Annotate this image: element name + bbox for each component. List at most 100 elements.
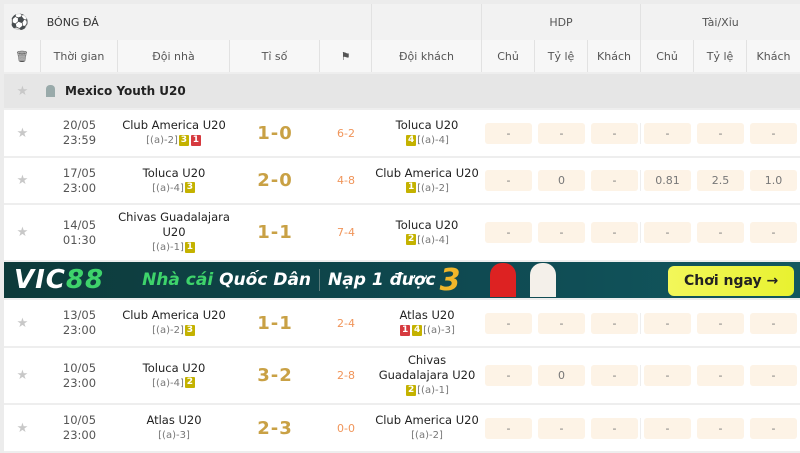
soccer-ball-icon: ⚽	[10, 13, 29, 31]
col-hdp-away: Khách	[588, 40, 641, 72]
match-row[interactable]: ★ 14/05 01:30 Chivas Guadalajara U20 [(a)-…	[4, 205, 800, 262]
odds-cell[interactable]: -	[485, 417, 532, 439]
league-name: Mexico Youth U20	[65, 84, 186, 98]
card-badge: 2	[406, 234, 417, 245]
odds-cell[interactable]: -	[644, 417, 691, 439]
odds-cell[interactable]: -	[697, 417, 744, 439]
odds-cell[interactable]: 0	[538, 170, 585, 191]
star-icon[interactable]: ★	[16, 420, 29, 436]
match-date: 20/05	[62, 118, 97, 132]
match-row[interactable]: ★ 20/05 23:59 Club America U20 [(a)-2] 3 1 1…	[4, 110, 800, 158]
corner-score: 2-8	[337, 369, 355, 382]
match-score[interactable]: 1-1	[257, 312, 293, 334]
odds-cell[interactable]: -	[750, 417, 797, 439]
model-image	[530, 263, 557, 297]
star-icon[interactable]: ★	[16, 368, 29, 383]
match-time: 23:00	[62, 375, 97, 390]
home-rank: [(a)-3]	[158, 430, 190, 441]
star-icon[interactable]: ★	[16, 173, 29, 188]
odds-cell[interactable]: 1.0	[750, 170, 797, 191]
away-team[interactable]: Toluca U20	[395, 217, 459, 232]
corner-score: 4-8	[337, 174, 355, 187]
odds-cell[interactable]: -	[750, 365, 797, 386]
away-rank: [(a)-4]	[417, 234, 449, 246]
match-row[interactable]: ★ 17/05 23:00 Toluca U20 [(a)-4] 3 2-0 4-8 …	[4, 158, 800, 205]
away-rank: [(a)-2]	[411, 430, 443, 441]
match-score[interactable]: 3-2	[257, 365, 293, 386]
odds-cell[interactable]: -	[697, 365, 744, 386]
trash-icon[interactable]: 🗑	[4, 40, 41, 72]
card-badge: 3	[178, 134, 189, 146]
odds-cell[interactable]: -	[697, 312, 744, 334]
ad-banner[interactable]: VIC88 Nhà cái Quốc Dân Nạp 1 được 3 Chơi…	[4, 262, 800, 300]
odds-cell[interactable]: -	[485, 122, 532, 144]
away-team[interactable]: Atlas U20	[399, 308, 455, 322]
odds-cell[interactable]: 2.5	[697, 170, 744, 191]
home-team[interactable]: Chivas Guadalajara U20	[118, 210, 230, 239]
star-icon[interactable]: ★	[16, 315, 29, 331]
card-badge: 4	[412, 324, 423, 336]
col-home: Đội nhà	[118, 40, 230, 72]
odds-cell[interactable]: -	[538, 417, 585, 439]
odds-cell[interactable]: -	[750, 122, 797, 144]
odds-cell[interactable]: -	[485, 312, 532, 334]
odds-cell[interactable]: -	[591, 312, 638, 334]
match-row[interactable]: ★ 10/05 23:00 Toluca U20 [(a)-4] 2 3-2 2-8 …	[4, 348, 800, 405]
home-team[interactable]: Atlas U20	[146, 413, 202, 427]
odds-cell[interactable]: -	[644, 122, 691, 144]
odds-cell[interactable]: -	[591, 170, 638, 191]
odds-cell[interactable]: 0.81	[644, 170, 691, 191]
odds-cell[interactable]: -	[591, 222, 638, 243]
home-team[interactable]: Club America U20	[122, 118, 226, 132]
odds-cell[interactable]: -	[591, 417, 638, 439]
odds-cell[interactable]: -	[750, 312, 797, 334]
match-score[interactable]: 1-0	[257, 122, 293, 144]
match-score[interactable]: 2-3	[257, 417, 293, 439]
odds-cell[interactable]: -	[644, 365, 691, 386]
match-date: 13/05	[62, 308, 97, 322]
star-icon[interactable]: ★	[16, 125, 29, 141]
away-rank: [(a)-1]	[417, 385, 449, 396]
match-score[interactable]: 2-0	[257, 170, 293, 191]
corner-score: 7-4	[337, 226, 355, 239]
odds-cell[interactable]: -	[697, 222, 744, 243]
away-team[interactable]: Chivas Guadalajara U20	[378, 353, 476, 382]
odds-cell[interactable]: -	[538, 222, 585, 243]
odds-cell[interactable]: -	[538, 122, 585, 144]
card-badge: 2	[184, 377, 195, 388]
col-time: Thời gian	[41, 40, 118, 72]
odds-cell[interactable]: -	[485, 365, 532, 386]
match-date: 17/05	[62, 165, 97, 180]
odds-cell[interactable]: -	[538, 312, 585, 334]
star-icon[interactable]: ★	[16, 225, 29, 240]
banner-tagline: Nhà cái Quốc Dân	[142, 270, 312, 290]
home-team[interactable]: Toluca U20	[142, 360, 206, 375]
play-now-button[interactable]: Chơi ngay →	[668, 266, 794, 296]
odds-cell[interactable]: 0	[538, 365, 585, 386]
odds-cell[interactable]: -	[485, 222, 532, 243]
home-team[interactable]: Club America U20	[122, 308, 226, 322]
home-rank: [(a)-2]	[152, 325, 184, 336]
odds-cell[interactable]: -	[697, 122, 744, 144]
match-row[interactable]: ★ 10/05 23:00 Atlas U20 [(a)-3] 2-3 0-0 Cl…	[4, 405, 800, 453]
match-date: 10/05	[62, 360, 97, 375]
odds-cell[interactable]: -	[750, 222, 797, 243]
league-row[interactable]: ★ Mexico Youth U20	[4, 74, 800, 110]
odds-cell[interactable]: -	[591, 122, 638, 144]
col-hdp-home: Chủ	[482, 40, 535, 72]
away-team[interactable]: Toluca U20	[395, 118, 459, 132]
odds-cell[interactable]: -	[644, 222, 691, 243]
away-team[interactable]: Club America U20	[375, 413, 479, 427]
match-score[interactable]: 1-1	[257, 222, 293, 243]
odds-cell[interactable]: -	[591, 365, 638, 386]
odds-cell[interactable]: -	[485, 170, 532, 191]
home-team[interactable]: Toluca U20	[142, 165, 206, 180]
divider	[319, 269, 321, 291]
player-image	[490, 263, 517, 297]
star-icon[interactable]: ★	[16, 83, 29, 99]
match-row[interactable]: ★ 13/05 23:00 Club America U20 [(a)-2] 3 1-…	[4, 300, 800, 348]
card-badge: 1	[190, 134, 201, 146]
card-badge: 3	[184, 182, 195, 193]
away-team[interactable]: Club America U20	[375, 165, 479, 180]
odds-cell[interactable]: -	[644, 312, 691, 334]
